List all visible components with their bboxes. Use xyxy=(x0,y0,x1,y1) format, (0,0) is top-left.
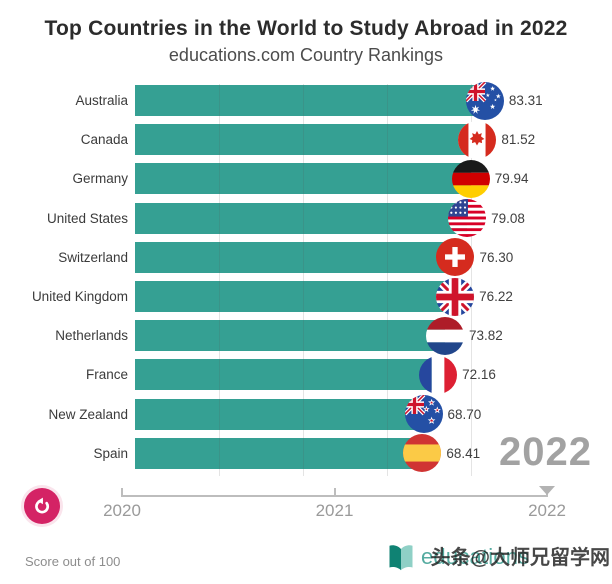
grid-line xyxy=(471,84,472,476)
score-bar xyxy=(135,202,468,234)
score-value: 72.16 xyxy=(462,367,496,383)
grid-line xyxy=(387,84,388,476)
new-zealand-flag-icon xyxy=(404,395,443,434)
year-overlay: 2022 xyxy=(499,430,592,474)
score-value: 79.08 xyxy=(491,210,525,226)
score-note: Score out of 100 xyxy=(25,554,121,569)
chart-row: Switzerland 76.30 xyxy=(0,238,612,277)
page-subtitle: educations.com Country Rankings xyxy=(168,45,444,65)
grid-line xyxy=(303,84,304,476)
france-flag-icon xyxy=(419,355,458,394)
united-kingdom-flag-icon xyxy=(436,277,475,316)
score-value: 81.52 xyxy=(501,132,536,148)
grid-line xyxy=(219,84,220,476)
timeline-tick xyxy=(333,488,336,497)
replay-button[interactable] xyxy=(24,488,60,524)
country-label: Netherlands xyxy=(55,328,128,344)
score-bar xyxy=(135,437,423,469)
score-bar xyxy=(135,281,456,312)
score-bar xyxy=(135,124,478,156)
switzerland-flag-icon xyxy=(436,238,475,277)
country-label: United States xyxy=(46,210,128,226)
chart-row: France 72.16 xyxy=(0,355,612,394)
score-bar xyxy=(135,398,424,430)
germany-flag-icon xyxy=(451,159,490,198)
country-label: Australia xyxy=(75,93,128,108)
country-label: Spain xyxy=(93,445,128,461)
score-value: 79.94 xyxy=(494,171,529,187)
timeline: 2020 2021 2022 xyxy=(0,480,612,530)
timeline-tick-label: 2021 xyxy=(315,501,354,520)
country-label: Canada xyxy=(80,132,128,148)
score-bar xyxy=(135,359,439,391)
score-bar xyxy=(135,320,446,352)
score-value: 83.31 xyxy=(508,93,543,108)
rotate-ccw-icon xyxy=(31,495,53,517)
page-title: Top Countries in the World to Study Abro… xyxy=(44,17,568,40)
chart-row: Spain 68.41 xyxy=(0,434,612,473)
score-value: 68.70 xyxy=(447,406,482,422)
chart-row: Germany 79.94 xyxy=(0,159,612,198)
country-label: France xyxy=(85,367,128,383)
united-states-flag-icon xyxy=(448,199,487,238)
score-bar xyxy=(135,241,456,273)
timeline-tick-label: 2022 xyxy=(528,501,566,520)
canada-flag-icon xyxy=(458,120,497,159)
country-label: United Kingdom xyxy=(31,289,128,304)
score-bar xyxy=(135,85,485,116)
country-label: Switzerland xyxy=(58,249,128,265)
country-label: New Zealand xyxy=(48,406,128,422)
book-icon xyxy=(388,542,414,572)
score-value: 73.82 xyxy=(469,328,503,344)
score-value: 68.41 xyxy=(446,445,481,461)
chart-row: New Zealand 68.70 xyxy=(0,395,612,434)
score-value: 76.22 xyxy=(479,289,513,304)
chart-row: United States 79.08 xyxy=(0,199,612,238)
score-bar xyxy=(135,163,471,195)
chart-row: United Kingdom 76.22 xyxy=(0,277,612,316)
spain-flag-icon xyxy=(403,434,442,473)
chart-row: Netherlands 73.82 xyxy=(0,316,612,355)
timeline-tick-label: 2020 xyxy=(103,501,141,520)
brand-logo-text: educations xyxy=(421,544,530,569)
watermark: 头条@大师兄留学网 xyxy=(430,547,610,569)
australia-flag-icon xyxy=(465,81,504,120)
timeline-handle[interactable] xyxy=(539,486,555,495)
timeline-tick xyxy=(121,488,123,497)
score-value: 76.30 xyxy=(479,249,514,265)
chart-row: Canada 81.52 xyxy=(0,120,612,159)
brand-logo[interactable]: educations xyxy=(388,540,529,574)
country-label: Germany xyxy=(72,171,128,187)
netherlands-flag-icon xyxy=(426,316,465,355)
chart-row: Australia 83.31 xyxy=(0,81,612,120)
